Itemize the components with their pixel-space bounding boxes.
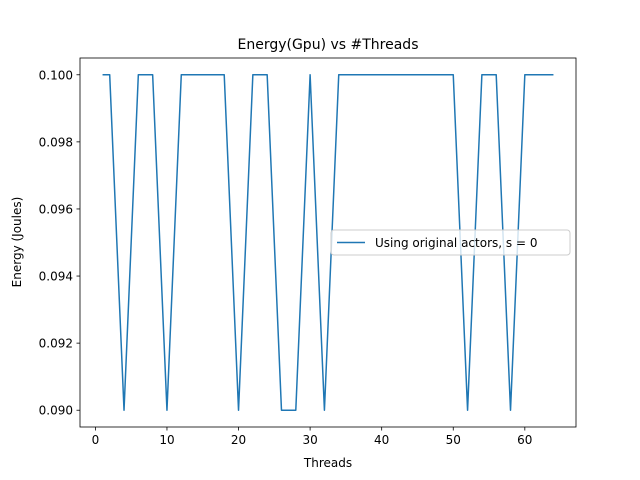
y-tick-label: 0.094 — [39, 270, 73, 284]
x-tick-label: 50 — [446, 433, 461, 447]
y-tick-label: 0.096 — [39, 202, 73, 216]
y-axis-label: Energy (Joules) — [10, 197, 24, 288]
x-axis-label: Threads — [303, 456, 352, 470]
legend-box — [330, 229, 571, 256]
series-line-0 — [102, 74, 554, 411]
x-tick-label: 20 — [231, 433, 246, 447]
x-tick-label: 60 — [517, 433, 532, 447]
plot-area: 0 10 20 30 40 50 60 0.090 0.092 0.094 0.096 0.098 0.… — [39, 57, 577, 447]
x-tick-label: 40 — [374, 433, 389, 447]
y-tick-label: 0.098 — [39, 135, 73, 149]
x-tick-label: 10 — [159, 433, 174, 447]
axes-frame — [79, 57, 577, 428]
x-tick-label: 0 — [92, 433, 100, 447]
legend-label: Using original actors, s = 0 — [375, 236, 537, 250]
y-tick-label: 0.090 — [39, 404, 73, 418]
x-tick-label: 30 — [302, 433, 317, 447]
y-tick-label: 0.100 — [39, 68, 73, 82]
y-tick-label: 0.092 — [39, 337, 73, 351]
chart-title: Energy(Gpu) vs #Threads — [237, 37, 418, 53]
